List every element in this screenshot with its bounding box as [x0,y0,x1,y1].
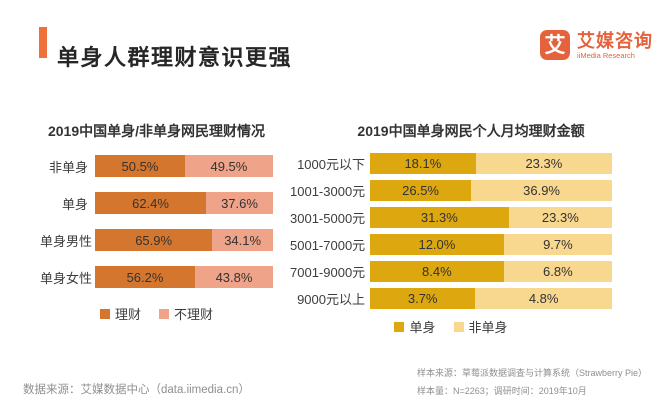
chart-row: 单身女性 56.2% 43.8% [40,266,273,288]
legend-swatch [99,308,110,319]
logo-name-en: iiMedia Research [577,50,635,60]
legend-swatch [159,308,169,319]
chart-legend: 理财 不理财 [40,304,273,323]
bar-segment: 56.2% [95,266,196,288]
stacked-bar: 8.4% 6.8% [370,261,612,282]
bar-segment: 4.8% [475,288,612,309]
logo-text-block: 艾媒咨询 iiMedia Research [577,31,653,60]
sample-source-note: 样本来源：草莓派数据调查与计算系统（Strawberry Pie） [417,368,648,378]
bar-segment: 3.7% [370,288,476,309]
category-label: 3001-5000元 [290,211,366,226]
bar-segment: 37.6% [206,192,273,214]
legend-label: 理财 [114,307,141,322]
category-label: 非单身 [48,159,88,175]
category-label: 7001-9000元 [290,265,366,280]
chart-row: 非单身 50.5% 49.5% [40,155,273,177]
bar-segment: 23.3% [475,153,612,174]
legend-label: 非单身 [468,320,508,335]
category-label: 1000元以下 [297,157,365,172]
bar-segment: 31.3% [370,207,509,228]
sample-notes: 样本来源：草莓派数据调查与计算系统（Strawberry Pie） 样本量：N=… [417,364,647,400]
category-label: 5001-7000元 [290,238,366,253]
category-label: 单身女性 [40,270,93,286]
chart-row: 3001-5000元 31.3% 23.3% [290,207,612,228]
bar-segment: 34.1% [212,229,273,251]
sample-info-note: 样本量：N=2263；调研时间：2019年10月 [417,386,587,396]
stacked-bar: 3.7% 4.8% [370,288,612,309]
bar-segment: 26.5% [370,180,472,201]
bar-segment: 43.8% [195,266,273,288]
chart-rows: 1000元以下 18.1% 23.3% 1001-3000元 26.5% 36.9% 300… [290,153,612,309]
charts-area: 2019中国单身/非单身网民理财情况 非单身 50.5% 49.5% 单身 62.4% 3… [40,123,612,336]
chart-row: 7001-9000元 8.4% 6.8% [290,261,612,282]
bar-segment: 50.5% [95,155,185,177]
bar-segment: 62.4% [95,192,207,214]
chart-monthly-amount: 2019中国单身网民个人月均理财金额 1000元以下 18.1% 23.3% 1001… [290,123,612,336]
category-label: 1001-3000元 [290,184,366,199]
legend-item: 非单身 [453,317,508,336]
chart-finance-participation: 2019中国单身/非单身网民理财情况 非单身 50.5% 49.5% 单身 62.4% 3… [40,123,273,336]
bar-segment: 65.9% [95,229,213,251]
bar-segment: 49.5% [184,155,273,177]
title-accent-bar [39,27,47,58]
stacked-bar: 62.4% 37.6% [95,192,273,214]
chart-row: 5001-7000元 12.0% 9.7% [290,234,612,255]
data-source-note: 数据来源：艾媒数据中心（data.iimedia.cn） [23,384,250,396]
legend-item: 不理财 [159,304,213,323]
stacked-bar: 18.1% 23.3% [370,153,612,174]
page-title: 单身人群理财意识更强 [57,44,293,70]
stacked-bar: 31.3% 23.3% [370,207,612,228]
chart-row: 单身 62.4% 37.6% [40,192,273,214]
stacked-bar: 50.5% 49.5% [95,155,273,177]
chart-rows: 非单身 50.5% 49.5% 单身 62.4% 37.6% 单身男性 65.9% 34.1% 单… [40,155,273,288]
chart-row: 单身男性 65.9% 34.1% [40,229,273,251]
iimedia-logo-icon: 艾 [540,30,570,60]
chart-row: 1001-3000元 26.5% 36.9% [290,180,612,201]
bar-segment: 9.7% [503,234,612,255]
chart-row: 9000元以上 3.7% 4.8% [290,288,612,309]
category-label: 单身 [61,196,88,212]
bar-segment: 6.8% [503,261,612,282]
bar-segment: 12.0% [370,234,504,255]
category-label: 9000元以上 [297,292,365,307]
chart-legend: 单身 非单身 [290,317,612,336]
iimedia-logo: 艾 艾媒咨询 iiMedia Research [540,30,653,60]
bar-segment: 18.1% [370,153,476,174]
stacked-bar: 65.9% 34.1% [95,229,273,251]
stacked-bar: 26.5% 36.9% [370,180,612,201]
legend-item: 单身 [394,317,436,336]
bar-segment: 23.3% [508,207,612,228]
legend-item: 理财 [99,304,141,323]
legend-label: 不理财 [174,307,214,322]
stacked-bar: 12.0% 9.7% [370,234,612,255]
logo-name-cn: 艾媒咨询 [577,30,653,51]
chart-title: 2019中国单身网民个人月均理财金额 [357,123,585,139]
stacked-bar: 56.2% 43.8% [95,266,273,288]
legend-label: 单身 [409,320,436,335]
legend-swatch [453,321,464,332]
category-label: 单身男性 [40,233,93,249]
legend-swatch [394,321,405,332]
chart-title: 2019中国单身/非单身网民理财情况 [47,123,266,139]
bar-segment: 36.9% [471,180,612,201]
bar-segment: 8.4% [370,261,504,282]
chart-row: 1000元以下 18.1% 23.3% [290,153,612,174]
